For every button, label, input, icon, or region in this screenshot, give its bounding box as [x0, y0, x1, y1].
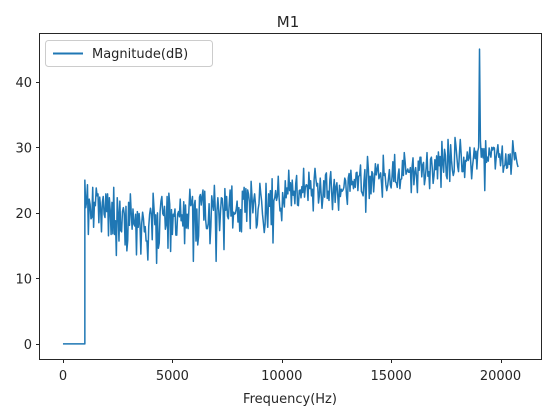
- y-tick-label: 20: [15, 207, 32, 222]
- series-line-magnitude: [62, 48, 519, 345]
- y-axis-ticks: 0 10 20 30 40: [15, 76, 40, 353]
- y-tick-label: 30: [15, 141, 32, 156]
- x-tick-label: 10000: [261, 369, 302, 384]
- legend-label: Magnitude(dB): [92, 47, 188, 62]
- x-tick-label: 0: [59, 369, 67, 384]
- chart-title: M1: [277, 13, 300, 31]
- plot-frame: [39, 33, 542, 360]
- x-tick-label: 5000: [156, 369, 189, 384]
- legend-box: [45, 40, 213, 67]
- x-tick-label: 15000: [370, 369, 411, 384]
- y-tick-label: 0: [24, 338, 32, 353]
- legend: Magnitude(dB): [45, 40, 213, 67]
- x-axis-title: Frequency(Hz): [243, 392, 337, 407]
- x-axis-ticks: 0 5000 10000 15000 20000: [59, 359, 521, 384]
- y-tick-label: 10: [15, 272, 32, 287]
- y-tick-label: 40: [15, 76, 32, 91]
- x-tick-label: 20000: [480, 369, 521, 384]
